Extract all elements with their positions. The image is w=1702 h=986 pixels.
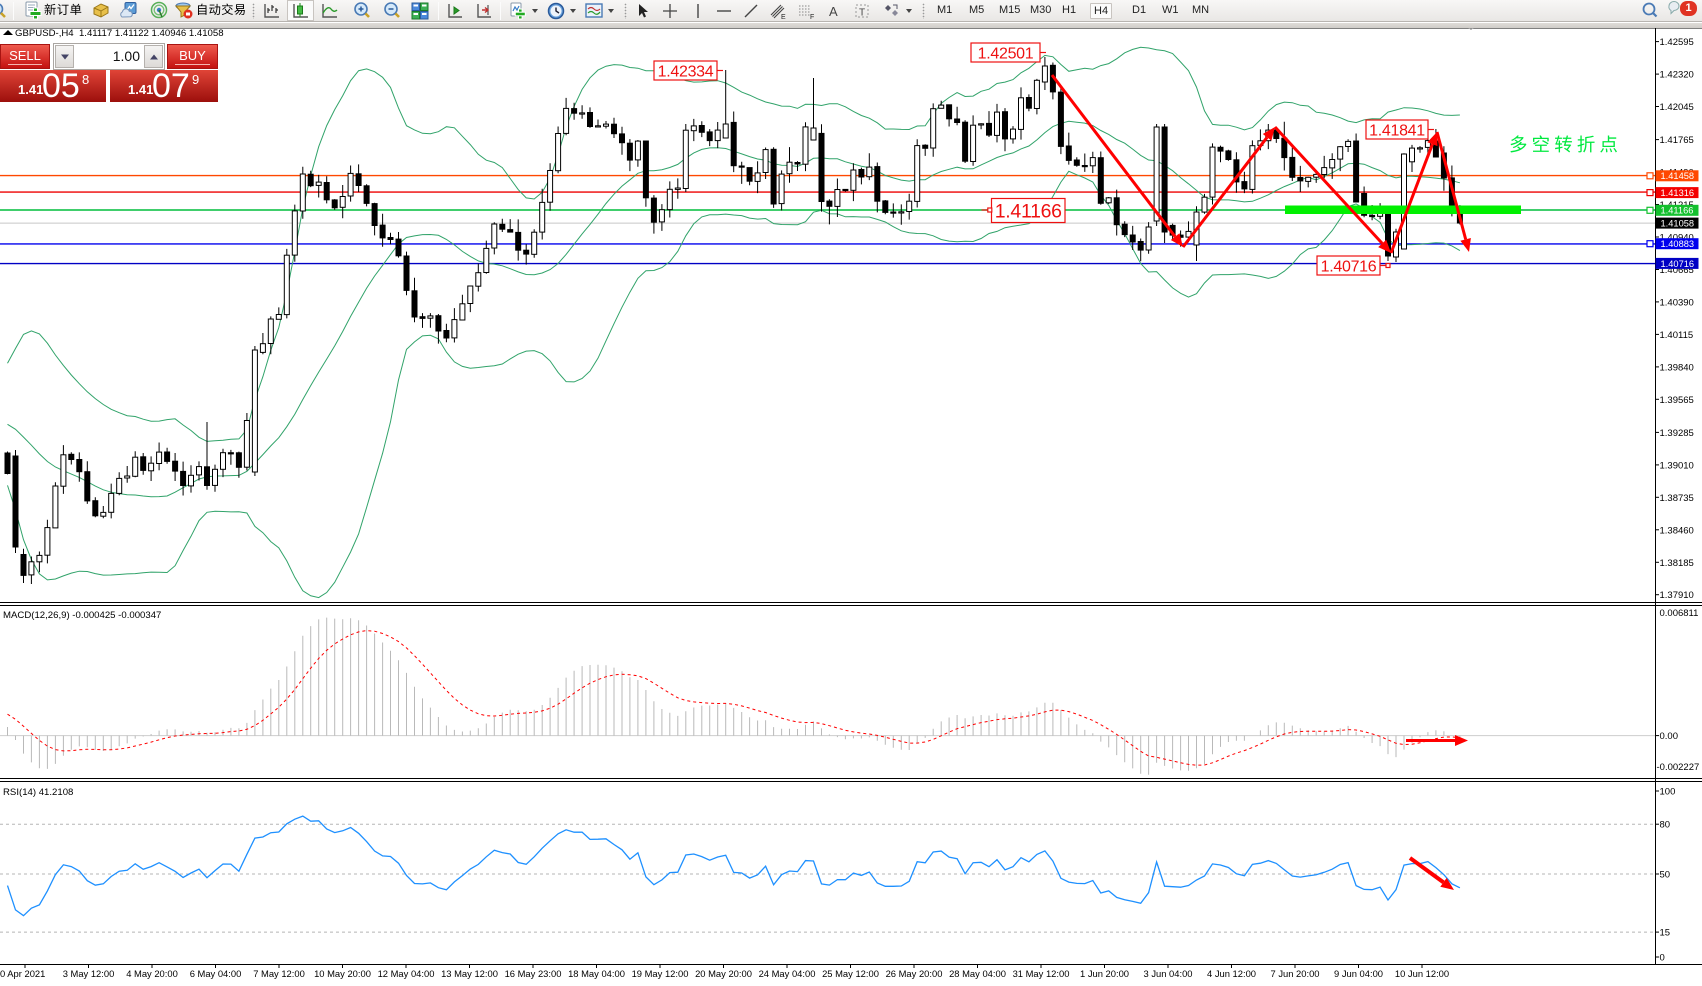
svg-text:100: 100 [1660,787,1676,798]
svg-text:10 Jun 12:00: 10 Jun 12:00 [1395,968,1449,979]
svg-text:26 May 20:00: 26 May 20:00 [886,968,943,979]
svg-text:T: T [859,8,865,19]
svg-text:1.40665: 1.40665 [1660,265,1694,276]
svg-text:13 May 12:00: 13 May 12:00 [441,968,498,979]
svg-text:1.41316: 1.41316 [1661,188,1695,198]
svg-text:7 Jun 20:00: 7 Jun 20:00 [1271,968,1320,979]
svg-text:1.42595: 1.42595 [1660,37,1694,48]
svg-text:1.38185: 1.38185 [1660,558,1694,569]
svg-text:F: F [810,14,814,21]
svg-text:1.38735: 1.38735 [1660,493,1694,504]
svg-text:A: A [829,4,838,19]
svg-text:4 Jun 12:00: 4 Jun 12:00 [1207,968,1256,979]
svg-text:7 May 12:00: 7 May 12:00 [253,968,305,979]
svg-text:31 May 12:00: 31 May 12:00 [1013,968,1070,979]
svg-text:1.39840: 1.39840 [1660,362,1694,373]
svg-text:15: 15 [1660,928,1671,939]
svg-text:28 May 04:00: 28 May 04:00 [949,968,1006,979]
svg-text:0.00: 0.00 [1660,731,1679,742]
svg-text:1.40390: 1.40390 [1660,297,1694,308]
svg-text:1.42320: 1.42320 [1660,70,1694,81]
svg-text:1.40940: 1.40940 [1660,233,1694,244]
svg-text:1.41166: 1.41166 [1661,206,1694,216]
svg-text:50: 50 [1660,870,1671,881]
svg-text:18 May 04:00: 18 May 04:00 [568,968,625,979]
svg-text:3 Jun 04:00: 3 Jun 04:00 [1144,968,1193,979]
svg-text:1.39285: 1.39285 [1660,428,1694,439]
svg-text:1.40716: 1.40716 [1321,258,1377,275]
svg-text:1.40115: 1.40115 [1660,330,1694,341]
svg-text:1.42045: 1.42045 [1660,102,1694,113]
svg-text:12 May 04:00: 12 May 04:00 [378,968,435,979]
svg-text:10 May 20:00: 10 May 20:00 [314,968,371,979]
svg-text:19 May 12:00: 19 May 12:00 [632,968,689,979]
svg-text:1.40883: 1.40883 [1661,239,1695,249]
svg-text:-0.002227: -0.002227 [1657,762,1700,773]
svg-text:20 May 20:00: 20 May 20:00 [695,968,752,979]
svg-text:24 May 04:00: 24 May 04:00 [759,968,816,979]
svg-text:1.42501: 1.42501 [978,45,1034,62]
svg-text:1.41765: 1.41765 [1660,135,1694,146]
svg-text:0 Apr 2021: 0 Apr 2021 [0,968,45,979]
svg-text:1.41058: 1.41058 [1661,219,1695,229]
svg-text:1.37910: 1.37910 [1660,590,1694,601]
svg-text:E: E [781,14,786,21]
svg-text:RSI(14) 41.2108: RSI(14) 41.2108 [3,787,73,798]
svg-text:4 May 20:00: 4 May 20:00 [126,968,178,979]
svg-text:0: 0 [1660,953,1665,964]
svg-text:1.38460: 1.38460 [1660,525,1694,536]
svg-text:25 May 12:00: 25 May 12:00 [822,968,879,979]
svg-text:9 Jun 04:00: 9 Jun 04:00 [1334,968,1383,979]
svg-text:80: 80 [1660,820,1671,831]
svg-text:1.42334: 1.42334 [658,63,714,80]
svg-text:1.41166: 1.41166 [995,201,1062,223]
svg-text:6 May 04:00: 6 May 04:00 [190,968,242,979]
svg-text:GBPUSD-,H4 1.41117 1.41122 1.: GBPUSD-,H4 1.41117 1.41122 1.40946 1.410… [15,28,224,39]
svg-text:1.39010: 1.39010 [1660,460,1694,471]
svg-text:1.41841: 1.41841 [1369,122,1425,139]
svg-text:1 Jun 20:00: 1 Jun 20:00 [1080,968,1129,979]
svg-text:1.39565: 1.39565 [1660,395,1694,406]
svg-text:3 May 12:00: 3 May 12:00 [63,968,115,979]
svg-text:0.006811: 0.006811 [1660,608,1699,619]
svg-text:1.41458: 1.41458 [1661,171,1695,181]
svg-text:1.40716: 1.40716 [1661,259,1695,269]
svg-text:16 May 23:00: 16 May 23:00 [505,968,562,979]
svg-text:MACD(12,26,9) -0.000425 -0.000: MACD(12,26,9) -0.000425 -0.000347 [3,610,161,621]
